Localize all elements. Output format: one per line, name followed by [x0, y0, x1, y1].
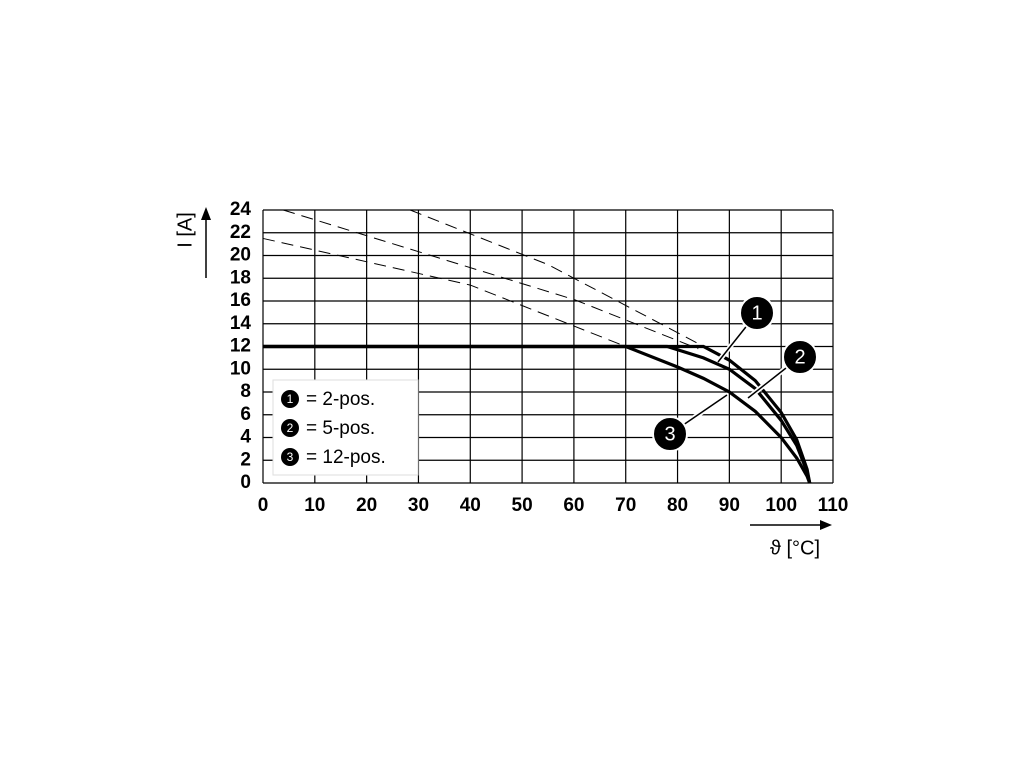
- series-line: [263, 344, 812, 484]
- dashed-line: [283, 209, 699, 350]
- legend-badge: [281, 419, 299, 437]
- callout-label: 2: [794, 346, 805, 368]
- x-tick-label: 40: [460, 495, 481, 516]
- legend-badge: [281, 390, 299, 408]
- callout-label: 1: [751, 302, 762, 324]
- y-tick-label: 14: [230, 313, 252, 334]
- y-tick-label: 12: [230, 336, 251, 357]
- callout-badge: [782, 339, 818, 375]
- x-tick-label: 50: [512, 495, 533, 516]
- legend-badge: [281, 448, 299, 466]
- legend-label: = 5-pos.: [306, 418, 375, 439]
- y-tick-label: 18: [230, 267, 251, 288]
- series-line: [263, 344, 812, 484]
- legend-label: = 12-pos.: [306, 447, 386, 468]
- legend-badge-label: 1: [287, 392, 294, 406]
- y-tick-label: 0: [240, 472, 251, 493]
- x-axis-label: ϑ [°C]: [770, 537, 820, 559]
- legend-badge-label: 2: [287, 421, 294, 435]
- x-tick-label: 90: [719, 495, 740, 516]
- x-tick-label: 70: [615, 495, 636, 516]
- x-tick-label: 60: [563, 495, 584, 516]
- x-tick-label: 0: [258, 495, 269, 516]
- legend-label: = 2-pos.: [306, 389, 375, 410]
- x-axis-arrowhead: [820, 520, 832, 530]
- y-tick-label: 20: [230, 245, 251, 266]
- y-tick-label: 2: [240, 449, 251, 470]
- y-tick-label: 4: [240, 427, 251, 448]
- dashed-line: [409, 209, 720, 355]
- y-axis-arrowhead: [201, 207, 211, 220]
- y-tick-label: 22: [230, 222, 251, 243]
- y-tick-label: 6: [240, 404, 251, 425]
- y-tick-label: 8: [240, 381, 251, 402]
- y-tick-label: 24: [230, 199, 252, 220]
- callout-label: 3: [664, 423, 675, 445]
- y-tick-label: 16: [230, 290, 251, 311]
- x-tick-label: 30: [408, 495, 429, 516]
- x-tick-label: 10: [304, 495, 325, 516]
- y-tick-label: 10: [230, 358, 251, 379]
- y-axis-label: I [A]: [174, 212, 196, 248]
- x-tick-label: 110: [818, 495, 849, 516]
- callout-badge: [652, 416, 688, 452]
- legend-badge-label: 3: [287, 450, 294, 464]
- callout-badge: [739, 295, 775, 331]
- x-tick-label: 100: [765, 495, 797, 516]
- x-tick-label: 80: [667, 495, 688, 516]
- x-tick-label: 20: [356, 495, 377, 516]
- dashed-line: [262, 237, 626, 347]
